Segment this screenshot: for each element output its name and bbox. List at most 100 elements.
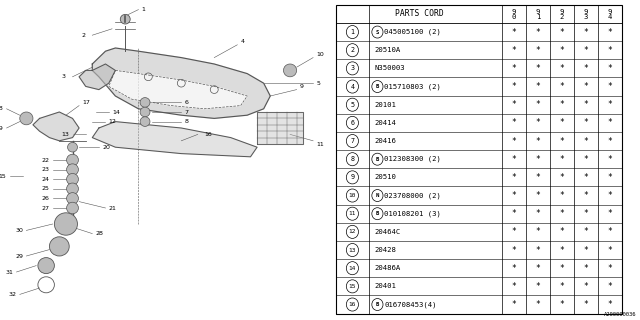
Text: 24: 24	[42, 177, 49, 182]
Text: 20428: 20428	[374, 247, 396, 253]
Text: 045005100 (2): 045005100 (2)	[384, 29, 441, 35]
Text: *: *	[584, 46, 588, 55]
Polygon shape	[257, 112, 303, 144]
Circle shape	[140, 98, 150, 107]
Text: *: *	[511, 82, 516, 91]
Text: 20486A: 20486A	[374, 265, 401, 271]
Text: *: *	[584, 191, 588, 200]
Text: *: *	[559, 191, 564, 200]
Circle shape	[67, 164, 79, 175]
Text: *: *	[607, 28, 612, 36]
Text: A200000036: A200000036	[604, 312, 637, 317]
Text: *: *	[607, 282, 612, 291]
Text: *: *	[559, 118, 564, 127]
Text: 20510: 20510	[374, 174, 396, 180]
Text: *: *	[511, 264, 516, 273]
Text: N: N	[376, 193, 379, 198]
Text: *: *	[559, 28, 564, 36]
Text: *: *	[511, 118, 516, 127]
Text: *: *	[559, 64, 564, 73]
Text: 25: 25	[42, 186, 49, 191]
Polygon shape	[109, 70, 247, 109]
Text: *: *	[559, 46, 564, 55]
Text: 7: 7	[184, 109, 189, 115]
Text: *: *	[511, 64, 516, 73]
Text: 023708000 (2): 023708000 (2)	[384, 192, 441, 199]
Polygon shape	[79, 64, 115, 90]
Text: 32: 32	[8, 292, 17, 297]
Text: 29: 29	[15, 253, 23, 259]
Text: 17: 17	[83, 100, 90, 105]
Circle shape	[67, 183, 79, 195]
Text: *: *	[607, 227, 612, 236]
Text: 016708453(4): 016708453(4)	[384, 301, 436, 308]
Circle shape	[54, 213, 77, 235]
Text: 012308300 (2): 012308300 (2)	[384, 156, 441, 163]
Text: *: *	[584, 137, 588, 146]
Text: *: *	[536, 82, 540, 91]
Text: 20: 20	[102, 145, 110, 150]
Text: *: *	[511, 46, 516, 55]
Text: 11: 11	[316, 141, 324, 147]
Text: *: *	[559, 209, 564, 218]
Text: *: *	[559, 264, 564, 273]
Text: 3: 3	[584, 14, 588, 20]
Circle shape	[49, 237, 69, 256]
Text: *: *	[536, 245, 540, 254]
Text: 4: 4	[350, 84, 355, 90]
Text: *: *	[559, 245, 564, 254]
Text: *: *	[536, 46, 540, 55]
Text: *: *	[584, 300, 588, 309]
Text: *: *	[511, 100, 516, 109]
Text: *: *	[584, 264, 588, 273]
Text: *: *	[607, 46, 612, 55]
Text: *: *	[536, 155, 540, 164]
Text: 20101: 20101	[374, 102, 396, 108]
Text: 19: 19	[0, 125, 3, 131]
Text: 14: 14	[112, 109, 120, 115]
Text: 9: 9	[584, 9, 588, 15]
Text: *: *	[536, 118, 540, 127]
Text: *: *	[584, 118, 588, 127]
Text: N350003: N350003	[374, 65, 405, 71]
Text: *: *	[536, 264, 540, 273]
Text: B: B	[376, 84, 379, 89]
Text: 23: 23	[42, 167, 49, 172]
Text: *: *	[559, 227, 564, 236]
Text: 7: 7	[350, 138, 355, 144]
Circle shape	[140, 107, 150, 117]
Text: B: B	[376, 211, 379, 216]
Text: 1: 1	[141, 7, 146, 12]
Text: *: *	[584, 155, 588, 164]
Circle shape	[38, 258, 54, 274]
Circle shape	[68, 142, 77, 152]
Text: 9: 9	[536, 9, 540, 15]
Text: *: *	[559, 82, 564, 91]
Text: 11: 11	[349, 211, 356, 216]
Text: 15: 15	[0, 173, 6, 179]
Circle shape	[20, 112, 33, 125]
Polygon shape	[33, 112, 79, 141]
Text: *: *	[607, 82, 612, 91]
Text: 27: 27	[42, 205, 49, 211]
Text: *: *	[559, 100, 564, 109]
Text: 16: 16	[349, 302, 356, 307]
Text: 28: 28	[95, 231, 104, 236]
Text: 10: 10	[349, 193, 356, 198]
Text: *: *	[559, 282, 564, 291]
Text: 4: 4	[241, 39, 244, 44]
Text: *: *	[536, 227, 540, 236]
Text: *: *	[584, 209, 588, 218]
Circle shape	[140, 117, 150, 126]
Text: S: S	[376, 29, 379, 35]
Text: 13: 13	[349, 248, 356, 252]
Text: 9: 9	[560, 9, 564, 15]
Text: *: *	[584, 64, 588, 73]
Text: 2: 2	[82, 33, 86, 38]
Text: *: *	[584, 282, 588, 291]
Text: 6: 6	[350, 120, 355, 126]
Text: *: *	[584, 100, 588, 109]
Text: *: *	[607, 173, 612, 182]
Text: 15: 15	[349, 284, 356, 289]
Circle shape	[67, 173, 79, 185]
